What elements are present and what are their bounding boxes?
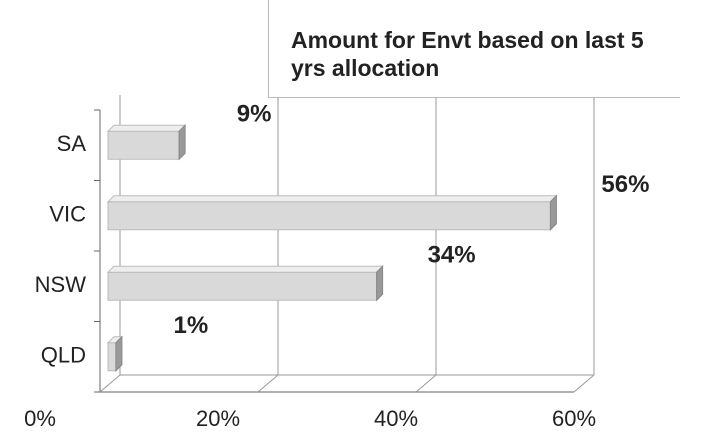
grid-line [99, 374, 121, 393]
bar [107, 201, 551, 231]
x-tick-label: 0% [24, 406, 56, 431]
bar [107, 342, 117, 372]
bar-top [106, 265, 384, 273]
grid-line [415, 374, 437, 393]
y-tick-label: SA [57, 131, 87, 156]
bar-end [376, 265, 384, 302]
bar-top [106, 124, 187, 132]
value-label: 1% [174, 312, 209, 339]
bar-end [178, 124, 186, 161]
y-tick-label: NSW [35, 272, 87, 297]
bar-end [549, 194, 557, 231]
value-label: 9% [237, 101, 272, 128]
y-tick-label: VIC [49, 202, 86, 227]
grid-line [257, 374, 279, 393]
value-label: 34% [428, 242, 476, 269]
grid-line [573, 374, 595, 393]
x-tick-label: 20% [196, 406, 240, 431]
bar [107, 271, 378, 301]
x-tick-label: 40% [374, 406, 418, 431]
x-tick-label: 60% [552, 406, 596, 431]
y-tick-label: QLD [41, 343, 86, 368]
bar [107, 130, 180, 160]
bar-top [106, 195, 558, 203]
value-label: 56% [601, 171, 649, 198]
bar-end [115, 335, 123, 372]
chart-title: Amount for Envt based on last 5 yrs allo… [268, 0, 680, 98]
